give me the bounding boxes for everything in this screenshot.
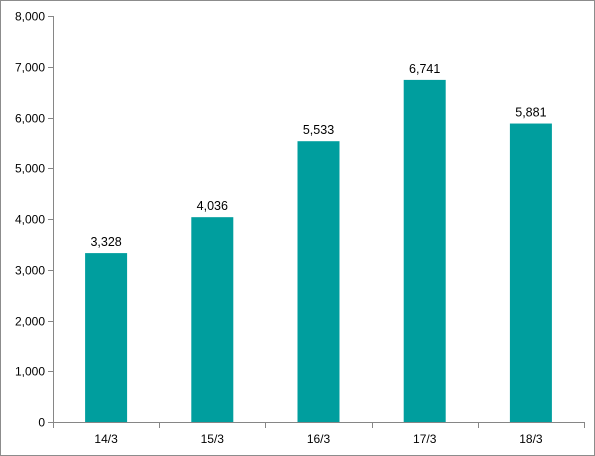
x-tick-label: 14/3 <box>94 432 118 446</box>
data-label: 6,741 <box>409 62 440 76</box>
bars <box>85 79 552 423</box>
x-tick-label: 17/3 <box>413 432 437 446</box>
data-label: 5,533 <box>303 123 334 137</box>
data-label: 4,036 <box>197 199 228 213</box>
y-tick-label: 6,000 <box>15 112 45 126</box>
y-axis: 0 1,000 2,000 3,000 4,000 5,000 6,000 7,000 8,00… <box>15 10 54 430</box>
y-tick-label: 7,000 <box>15 61 45 75</box>
x-axis: 14/3 15/3 16/3 17/3 18/3 <box>53 422 585 446</box>
data-labels: 3,328 4,036 5,533 6,741 5,881 <box>90 62 546 249</box>
bar <box>191 217 234 422</box>
x-tick-label: 15/3 <box>201 432 225 446</box>
bar <box>85 253 128 422</box>
y-tick-label: 0 <box>38 416 45 430</box>
x-tick-label: 16/3 <box>307 432 331 446</box>
y-tick-label: 4,000 <box>15 213 45 227</box>
bar <box>297 141 340 422</box>
data-label: 3,328 <box>90 235 121 249</box>
y-tick-label: 5,000 <box>15 162 45 176</box>
y-tick-label: 8,000 <box>15 10 45 24</box>
y-tick-label: 1,000 <box>15 365 45 379</box>
y-tick-label: 2,000 <box>15 315 45 329</box>
x-tick-label: 18/3 <box>519 432 543 446</box>
y-tick-label: 3,000 <box>15 264 45 278</box>
bar <box>509 123 552 423</box>
data-label: 5,881 <box>515 106 546 120</box>
bar <box>403 79 446 422</box>
